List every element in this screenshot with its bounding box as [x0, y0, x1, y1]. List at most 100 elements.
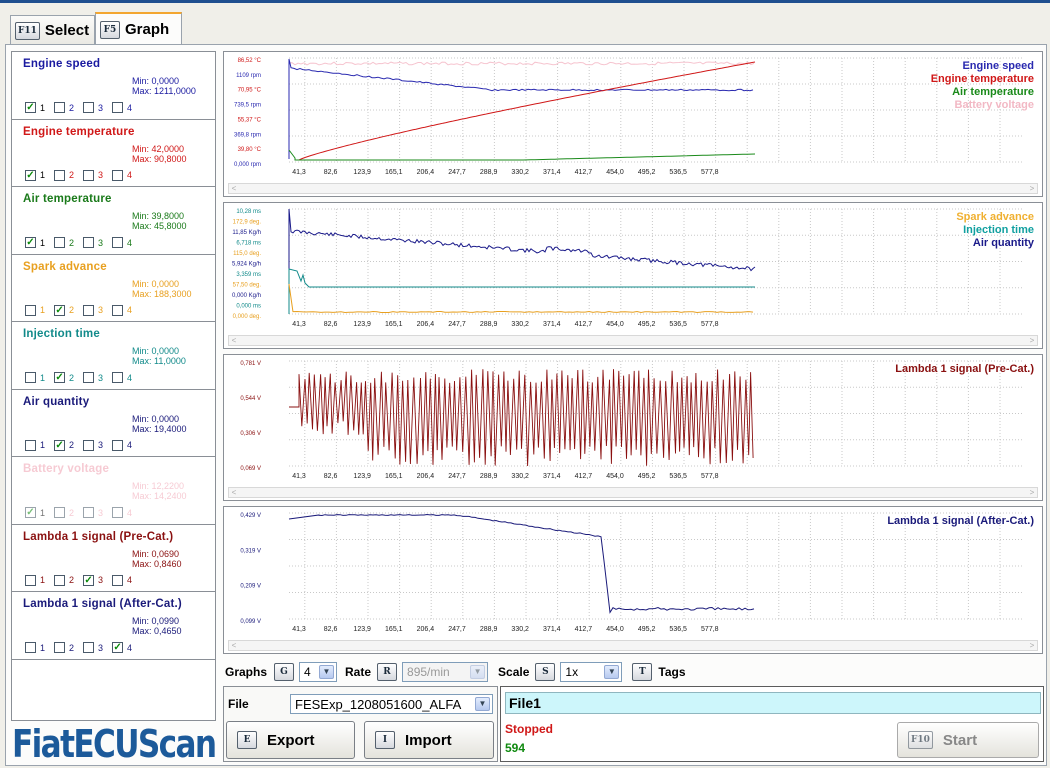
graph-checkbox[interactable]: 3	[83, 304, 103, 316]
signal-item[interactable]: Engine speed Min: 0,0000 Max: 1211,0000 …	[12, 52, 215, 120]
graph-checkbox[interactable]: 1	[25, 304, 45, 316]
checkbox-box[interactable]: ✓	[54, 372, 66, 383]
scroll-left-icon[interactable]: <	[231, 641, 237, 650]
checkbox-box[interactable]: ✓	[54, 439, 66, 451]
signal-item[interactable]: Battery voltage Min: 12,2200 Max: 14,240…	[12, 457, 215, 525]
checkbox-box[interactable]	[54, 102, 66, 113]
checkbox-box[interactable]: ✓	[25, 507, 36, 518]
scale-key[interactable]: S	[535, 663, 556, 681]
graph-checkbox[interactable]: 4	[112, 102, 132, 113]
graph-checkbox[interactable]: 4	[112, 439, 132, 451]
tab-graph[interactable]: F5 Graph	[95, 12, 182, 45]
checkbox-box[interactable]	[54, 642, 66, 653]
graph-checkbox[interactable]: 4	[112, 237, 132, 248]
checkbox-box[interactable]	[25, 372, 36, 383]
import-button[interactable]: I Import	[364, 721, 494, 759]
graph-checkbox[interactable]: 4	[112, 169, 132, 181]
graph-checkbox[interactable]: 2	[54, 237, 74, 248]
checkbox-box[interactable]	[54, 507, 66, 518]
checkbox-box[interactable]	[54, 574, 66, 586]
checkbox-box[interactable]	[83, 642, 95, 653]
horizontal-scrollbar[interactable]: < >	[228, 487, 1038, 498]
signal-item[interactable]: Lambda 1 signal (Pre-Cat.) Min: 0,0690 M…	[12, 525, 215, 592]
graph-checkbox[interactable]: 2	[54, 642, 74, 653]
graph-checkbox[interactable]: 3	[83, 102, 103, 113]
checkbox-box[interactable]	[83, 102, 95, 113]
checkbox-box[interactable]	[112, 507, 124, 518]
horizontal-scrollbar[interactable]: < >	[228, 335, 1038, 346]
checkbox-box[interactable]	[83, 507, 95, 518]
checkbox-box[interactable]: ✓	[25, 102, 36, 113]
checkbox-box[interactable]	[83, 372, 95, 383]
graph-checkbox[interactable]: 2	[54, 169, 74, 181]
graphs-select[interactable]: 4 ▼	[299, 662, 338, 682]
graph-checkbox[interactable]: 2	[54, 507, 74, 518]
graph-checkbox[interactable]: ✓ 1	[25, 102, 45, 113]
graph-checkbox[interactable]: 2	[54, 102, 74, 113]
scroll-left-icon[interactable]: <	[231, 336, 237, 345]
checkbox-box[interactable]	[25, 574, 36, 586]
graph-checkbox[interactable]: 4	[112, 304, 132, 316]
scroll-right-icon[interactable]: >	[1029, 641, 1035, 650]
graph-checkbox[interactable]: 4	[112, 507, 132, 518]
checkbox-box[interactable]	[54, 169, 66, 181]
checkbox-box[interactable]: ✓	[25, 169, 36, 181]
graph-checkbox[interactable]: ✓ 2	[54, 304, 74, 316]
checkbox-box[interactable]	[83, 439, 95, 451]
signal-item[interactable]: Air temperature Min: 39,8000 Max: 45,800…	[12, 187, 215, 255]
graph-checkbox[interactable]: 3	[83, 169, 103, 181]
scroll-left-icon[interactable]: <	[231, 488, 237, 497]
graph-checkbox[interactable]: 3	[83, 372, 103, 383]
graph-checkbox[interactable]: 1	[25, 439, 45, 451]
checkbox-box[interactable]	[83, 237, 95, 248]
checkbox-box[interactable]	[112, 169, 124, 181]
chevron-down-icon[interactable]: ▼	[604, 665, 620, 679]
session-name-field[interactable]: File1	[505, 692, 1041, 714]
graph-checkbox[interactable]: 1	[25, 372, 45, 383]
graph-checkbox[interactable]: 3	[83, 642, 103, 653]
chevron-down-icon[interactable]: ▼	[475, 697, 490, 711]
checkbox-box[interactable]	[54, 237, 66, 248]
checkbox-box[interactable]	[83, 304, 95, 316]
scroll-right-icon[interactable]: >	[1029, 488, 1035, 497]
checkbox-box[interactable]	[112, 372, 124, 383]
chevron-down-icon[interactable]: ▼	[470, 665, 486, 679]
scale-select[interactable]: 1x ▼	[560, 662, 623, 682]
graph-checkbox[interactable]: 4	[112, 574, 132, 586]
graph-checkbox[interactable]: ✓ 2	[54, 372, 74, 383]
graph-checkbox[interactable]: ✓ 1	[25, 507, 45, 518]
signal-item[interactable]: Spark advance Min: 0,0000 Max: 188,3000 …	[12, 255, 215, 322]
graph-panel-2[interactable]: 41,3 82,6 123,9 165,1 206,4 247,7 288,9 330,2 37…	[223, 202, 1043, 349]
checkbox-box[interactable]	[112, 574, 124, 586]
graph-checkbox[interactable]: ✓ 3	[83, 574, 103, 586]
graph-checkbox[interactable]: 4	[112, 372, 132, 383]
checkbox-box[interactable]: ✓	[83, 574, 95, 586]
checkbox-box[interactable]	[112, 237, 124, 248]
scroll-left-icon[interactable]: <	[231, 184, 237, 193]
graph-checkbox[interactable]: ✓ 2	[54, 439, 74, 451]
checkbox-box[interactable]	[25, 304, 36, 316]
checkbox-box[interactable]	[25, 642, 36, 653]
graph-checkbox[interactable]: ✓ 4	[112, 642, 132, 653]
graph-checkbox[interactable]: 3	[83, 507, 103, 518]
graph-checkbox[interactable]: ✓ 1	[25, 169, 45, 181]
checkbox-box[interactable]: ✓	[54, 304, 66, 316]
checkbox-box[interactable]: ✓	[112, 642, 124, 653]
checkbox-box[interactable]: ✓	[25, 237, 36, 248]
tab-select[interactable]: F11 Select	[10, 15, 95, 45]
checkbox-box[interactable]	[112, 304, 124, 316]
checkbox-box[interactable]	[83, 169, 95, 181]
rate-key[interactable]: R	[377, 663, 398, 681]
graph-checkbox[interactable]: 3	[83, 237, 103, 248]
file-select[interactable]: FESExp_1208051600_ALFA ▼	[290, 694, 493, 714]
graph-checkbox[interactable]: ✓ 1	[25, 237, 45, 248]
signal-item[interactable]: Engine temperature Min: 42,0000 Max: 90,…	[12, 120, 215, 187]
rate-select[interactable]: 895/min ▼	[402, 662, 489, 682]
graph-checkbox[interactable]: 2	[54, 574, 74, 586]
horizontal-scrollbar[interactable]: < >	[228, 640, 1038, 651]
signal-item[interactable]: Air quantity Min: 0,0000 Max: 19,4000 1 ✓…	[12, 390, 215, 457]
signal-item[interactable]: Lambda 1 signal (After-Cat.) Min: 0,0990…	[12, 592, 215, 660]
graph-checkbox[interactable]: 1	[25, 574, 45, 586]
export-button[interactable]: E Export	[226, 721, 355, 759]
graph-checkbox[interactable]: 3	[83, 439, 103, 451]
